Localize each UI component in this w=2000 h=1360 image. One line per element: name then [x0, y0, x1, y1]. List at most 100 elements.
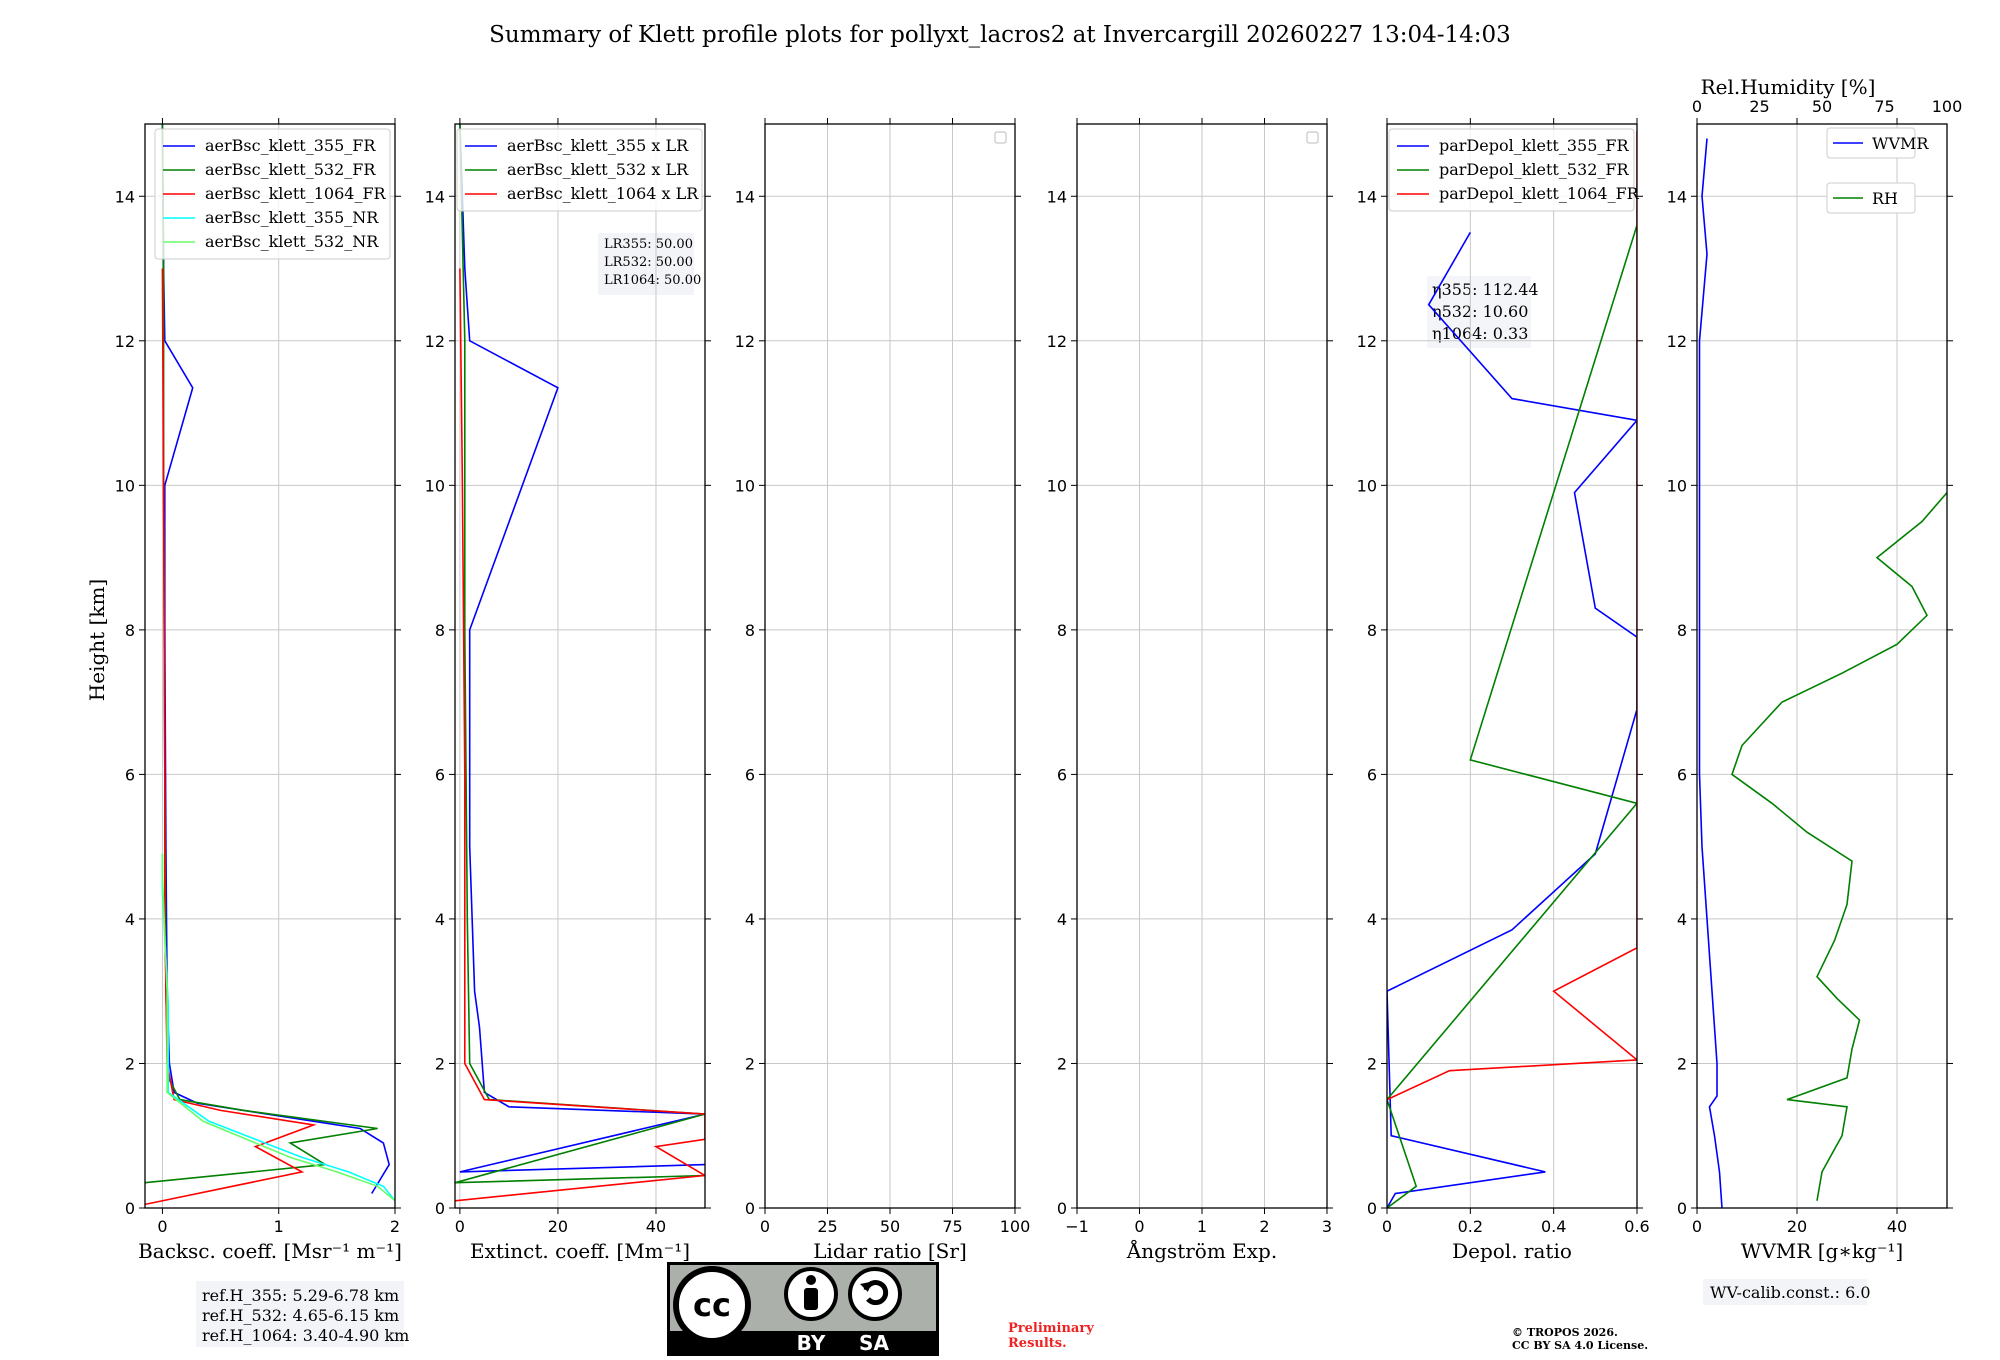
x-tick-label: 25 — [817, 1217, 837, 1236]
y-tick-label: 2 — [435, 1054, 445, 1073]
y-tick-label: 10 — [1667, 476, 1687, 495]
panel-frame — [1386, 123, 1638, 1209]
cc-license-badge: cc BY SA — [667, 1262, 939, 1356]
by-label: BY — [797, 1331, 826, 1355]
y-tick-label: 8 — [745, 621, 755, 640]
panel-depolarization: 0 0.2 0.4 0.6 0 2 4 6 8 10 12 14 Depol. ratio parDepo… — [1357, 118, 1650, 1263]
x-tick-label: 50 — [880, 1217, 900, 1236]
copyright-line-2: CC BY SA 4.0 License. — [1512, 1339, 1648, 1352]
y-tick-label: 4 — [125, 910, 135, 929]
y-tick-label: 0 — [1677, 1199, 1687, 1218]
series-line-WVMR — [1698, 138, 1723, 1208]
refh-1064: ref.H_1064: 3.40-4.90 km — [202, 1326, 409, 1345]
y-tick-label: 6 — [745, 765, 755, 784]
x-axis-label: Extinct. coeff. [Mm⁻¹] — [470, 1239, 690, 1263]
y-tick-label: 14 — [115, 187, 135, 206]
y-tick-label: 6 — [1367, 765, 1377, 784]
top-tick-label: 50 — [1812, 97, 1832, 116]
copyright-line-1: © TROPOS 2026. — [1512, 1326, 1618, 1339]
x-tick-label: 20 — [548, 1217, 568, 1236]
legend-label: parDepol_klett_1064_FR — [1439, 184, 1640, 203]
x-tick-label: 40 — [646, 1217, 666, 1236]
x-axis-label: Ångström Exp. — [1126, 1238, 1277, 1263]
x-tick-label: 0.4 — [1541, 1217, 1566, 1236]
series-line-aerBsc-klett-532-NR — [161, 853, 395, 1202]
legend-box — [1826, 127, 1916, 159]
y-tick-label: 2 — [1367, 1054, 1377, 1073]
x-tick-label: 0 — [760, 1217, 770, 1236]
x-tick-label: 0.6 — [1624, 1217, 1649, 1236]
y-tick-label: 10 — [1357, 476, 1377, 495]
panel-extinction: 0 20 40 0 2 4 6 8 10 12 14 Extinct. coeff. [Mm⁻¹] ae… — [425, 118, 711, 1263]
y-tick-label: 6 — [125, 765, 135, 784]
lr-1064: LR1064: 50.00 — [604, 273, 701, 288]
lr-355: LR355: 50.00 — [604, 237, 693, 252]
legend-label: parDepol_klett_532_FR — [1439, 160, 1630, 179]
panel-frame — [1696, 123, 1948, 1209]
legend-label: aerBsc_klett_532 x LR — [507, 160, 689, 179]
legend-box — [154, 128, 391, 260]
legend-label: aerBsc_klett_1064 x LR — [507, 184, 699, 203]
x-axis-label: Lidar ratio [Sr] — [813, 1239, 967, 1263]
empty-legend-box — [994, 131, 1007, 144]
y-tick-label: 10 — [1047, 476, 1067, 495]
preliminary-line-1: Preliminary — [1008, 1321, 1094, 1336]
sa-label: SA — [859, 1331, 889, 1355]
cc-circle-icon — [673, 1266, 751, 1344]
y-tick-label: 14 — [1047, 187, 1067, 206]
legend-box — [456, 128, 703, 212]
y-tick-label: 12 — [1047, 332, 1067, 351]
x-tick-label: 3 — [1322, 1217, 1332, 1236]
x-axis-label: Depol. ratio — [1452, 1239, 1572, 1263]
y-tick-label: 4 — [1057, 910, 1067, 929]
y-tick-label: 2 — [1057, 1054, 1067, 1073]
legend-box — [1826, 182, 1916, 214]
refh-355: ref.H_355: 5.29-6.78 km — [202, 1286, 399, 1305]
y-tick-label: 6 — [1677, 765, 1687, 784]
legend-box — [1388, 128, 1635, 212]
y-tick-label: 0 — [745, 1199, 755, 1218]
y-tick-label: 8 — [125, 621, 135, 640]
series-line-aerBsc-klett-1064-x-LR — [455, 268, 705, 1202]
lr-annotation: LR355: 50.00 LR532: 50.00 LR1064: 50.00 — [598, 233, 701, 295]
legend-label: aerBsc_klett_355_NR — [205, 208, 379, 227]
y-tick-label: 4 — [1677, 910, 1687, 929]
series-line-aerBsc-klett-355-x-LR — [459, 124, 705, 1173]
height-axis-label: Height [km] — [85, 579, 109, 701]
top-tick-label: 25 — [1749, 97, 1769, 116]
series-line-parDepol-klett-355-FR — [1387, 232, 1637, 1208]
y-tick-label: 2 — [1677, 1054, 1687, 1073]
series-line-aerBsc-klett-355-FR — [161, 124, 391, 1194]
top-tick-label: 75 — [1874, 97, 1894, 116]
series-line-aerBsc-klett-1064-FR — [145, 268, 317, 1206]
panel-frame — [144, 123, 396, 1209]
legend-label: aerBsc_klett_532_NR — [205, 232, 379, 251]
preliminary-line-2: Results. — [1008, 1336, 1067, 1351]
y-tick-label: 2 — [125, 1054, 135, 1073]
x-tick-label: 20 — [1787, 1217, 1807, 1236]
y-tick-label: 0 — [1367, 1199, 1377, 1218]
y-tick-label: 6 — [1057, 765, 1067, 784]
y-tick-label: 10 — [425, 476, 445, 495]
y-tick-label: 4 — [1367, 910, 1377, 929]
x-tick-label: 1 — [1197, 1217, 1207, 1236]
y-tick-label: 8 — [1057, 621, 1067, 640]
y-tick-label: 10 — [735, 476, 755, 495]
y-tick-label: 4 — [435, 910, 445, 929]
panel-water-vapour: 0 20 40 0 2 4 6 8 10 12 14 0 25 50 75 100 WVMR [g∗kg⁻¹] W… — [1667, 97, 1963, 1263]
series-line-parDepol-klett-1064-FR — [1387, 131, 1637, 1101]
y-tick-label: 12 — [735, 332, 755, 351]
x-axis-label: WVMR [g∗kg⁻¹] — [1741, 1239, 1903, 1263]
lr-532: LR532: 50.00 — [604, 255, 693, 270]
y-tick-label: 14 — [1667, 187, 1687, 206]
x-tick-label: 100 — [1000, 1217, 1031, 1236]
y-tick-label: 12 — [115, 332, 135, 351]
rh-axis-label: Rel.Humidity [%] — [1701, 75, 1876, 99]
y-tick-label: 12 — [425, 332, 445, 351]
y-tick-label: 14 — [1357, 187, 1377, 206]
y-tick-label: 4 — [745, 910, 755, 929]
y-tick-label: 0 — [1057, 1199, 1067, 1218]
top-tick-label: 0 — [1692, 97, 1702, 116]
